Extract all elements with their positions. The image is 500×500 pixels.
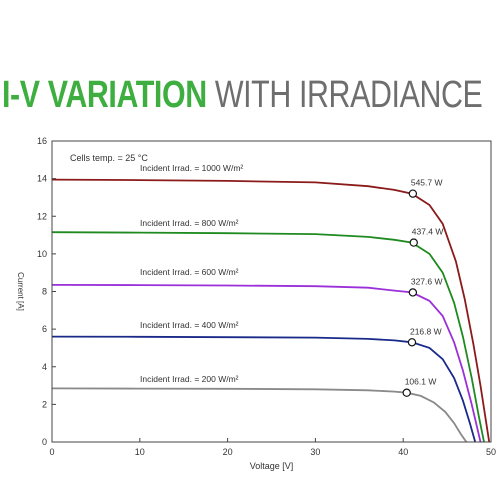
series-label: Incident Irrad. = 200 W/m² xyxy=(140,374,239,384)
x-tick-label: 40 xyxy=(398,447,408,457)
max-power-label: 216.8 W xyxy=(410,326,442,336)
y-tick-label: 14 xyxy=(37,174,47,184)
x-tick-label: 50 xyxy=(486,447,496,457)
series-line xyxy=(51,387,468,443)
title-light-part: WITH IRRADIANCE xyxy=(214,74,483,116)
max-power-point xyxy=(407,338,417,347)
y-tick-label: 12 xyxy=(37,211,47,221)
x-tick-label: 0 xyxy=(49,447,54,457)
series-line xyxy=(51,284,482,443)
y-tick-label: 10 xyxy=(37,249,47,259)
max-power-point xyxy=(408,288,418,297)
x-axis-label: Voltage [V] xyxy=(250,461,294,471)
iv-chart: 0 10 20 30 40 50 0 2 4 6 8 10 12 14 16 Incident Irrad. … xyxy=(16,136,496,471)
temperature-annotation: Cells temp. = 25 °C xyxy=(70,153,148,163)
x-tick-label: 30 xyxy=(310,447,320,457)
y-tick-label: 6 xyxy=(42,324,47,334)
y-tick-label: 0 xyxy=(42,437,47,447)
max-power-label: 545.7 W xyxy=(411,178,443,188)
series-label: Incident Irrad. = 400 W/m² xyxy=(140,320,239,330)
plot-frame xyxy=(51,140,492,443)
y-tick-label: 16 xyxy=(37,136,47,146)
max-power-point xyxy=(402,388,411,397)
chart-title: I-V VARIATION WITH IRRADIANCE xyxy=(2,73,483,117)
series-label: Incident Irrad. = 600 W/m² xyxy=(140,267,239,277)
max-power-label: 437.4 W xyxy=(412,227,444,237)
x-tick-label: 20 xyxy=(223,447,233,457)
max-power-point xyxy=(409,238,418,247)
series-line xyxy=(51,178,491,443)
y-tick-label: 2 xyxy=(42,399,47,409)
series-label: Incident Irrad. = 1000 W/m² xyxy=(140,163,243,173)
series-label: Incident Irrad. = 800 W/m² xyxy=(140,218,239,228)
x-tick-label: 10 xyxy=(135,447,145,457)
max-power-label: 106.1 W xyxy=(405,377,437,387)
series-line xyxy=(51,231,485,443)
max-power-label: 327.6 W xyxy=(411,276,443,286)
max-power-point xyxy=(408,189,418,198)
y-tick-label: 4 xyxy=(42,362,47,372)
y-tick-label: 8 xyxy=(42,287,47,297)
y-axis-label: Current [A] xyxy=(16,272,25,311)
title-bold-part: I-V VARIATION xyxy=(2,74,207,116)
